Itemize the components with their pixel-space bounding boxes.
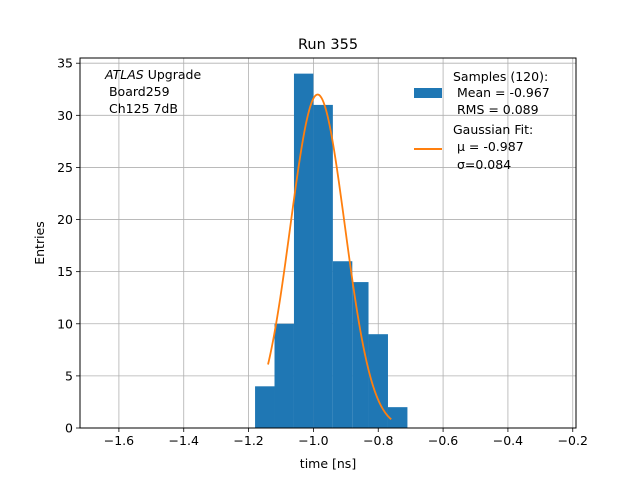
histogram-bar <box>313 104 333 429</box>
y-tick-label: 5 <box>65 368 73 383</box>
histogram-bar <box>274 323 294 428</box>
y-tick-label: 25 <box>57 160 73 175</box>
y-tick-label: 0 <box>65 421 73 436</box>
y-tick-label: 15 <box>57 264 73 279</box>
plot-area-frame <box>79 57 577 429</box>
y-axis-ticks: 0 5 10 15 20 25 30 35 <box>57 56 80 436</box>
chart-title: Run 355 <box>298 37 358 53</box>
histogram-bar <box>332 261 353 428</box>
y-tick-label: 10 <box>57 316 73 331</box>
y-axis-label: Entries <box>32 221 47 265</box>
x-tick-label: −0.6 <box>428 433 458 448</box>
annotation-line-3: Ch125 7dB <box>105 101 178 116</box>
legend-hist-line-3: RMS = 0.089 <box>453 102 539 117</box>
histogram-bar <box>293 73 314 429</box>
x-tick-label: −0.8 <box>363 433 393 448</box>
x-axis-ticks: −1.6 −1.4 −1.2 −1.0 −0.8 −0.6 −0.4 −0.2 <box>104 428 588 448</box>
annotation-line-2: Board259 <box>105 84 170 99</box>
legend-hist-line-1: Samples (120): <box>453 69 548 84</box>
legend-fit-line-3: σ=0.084 <box>453 157 511 172</box>
gaussian-fit-line <box>267 93 392 421</box>
legend-fit-line-2: μ = -0.987 <box>453 139 524 154</box>
atlas-annotation: ATLAS Upgrade Board259 Ch125 7dB <box>104 67 201 116</box>
histogram-bar <box>387 407 408 428</box>
legend: Samples (120): Mean = -0.967 RMS = 0.089… <box>414 69 550 172</box>
legend-fit-line-1: Gaussian Fit: <box>453 122 533 137</box>
y-tick-label: 20 <box>57 212 73 227</box>
upgrade-label: Upgrade <box>144 67 202 82</box>
x-tick-label: −1.6 <box>104 433 134 448</box>
legend-hist-swatch <box>414 88 442 98</box>
x-tick-label: −1.2 <box>233 433 263 448</box>
atlas-label: ATLAS <box>104 67 144 82</box>
x-tick-label: −0.4 <box>493 433 523 448</box>
x-tick-label: −1.0 <box>298 433 328 448</box>
histogram-bar <box>368 334 388 428</box>
annotation-line-1: ATLAS Upgrade <box>104 67 201 82</box>
y-tick-label: 30 <box>57 108 73 123</box>
y-tick-label: 35 <box>57 56 73 71</box>
x-tick-label: −1.4 <box>169 433 199 448</box>
histogram-bar <box>352 282 369 428</box>
fit-curve-layer <box>267 93 392 421</box>
legend-hist-line-2: Mean = -0.967 <box>453 85 550 100</box>
x-tick-label: −0.2 <box>558 433 588 448</box>
x-axis-label: time [ns] <box>300 456 356 471</box>
histogram-bar <box>255 386 275 428</box>
